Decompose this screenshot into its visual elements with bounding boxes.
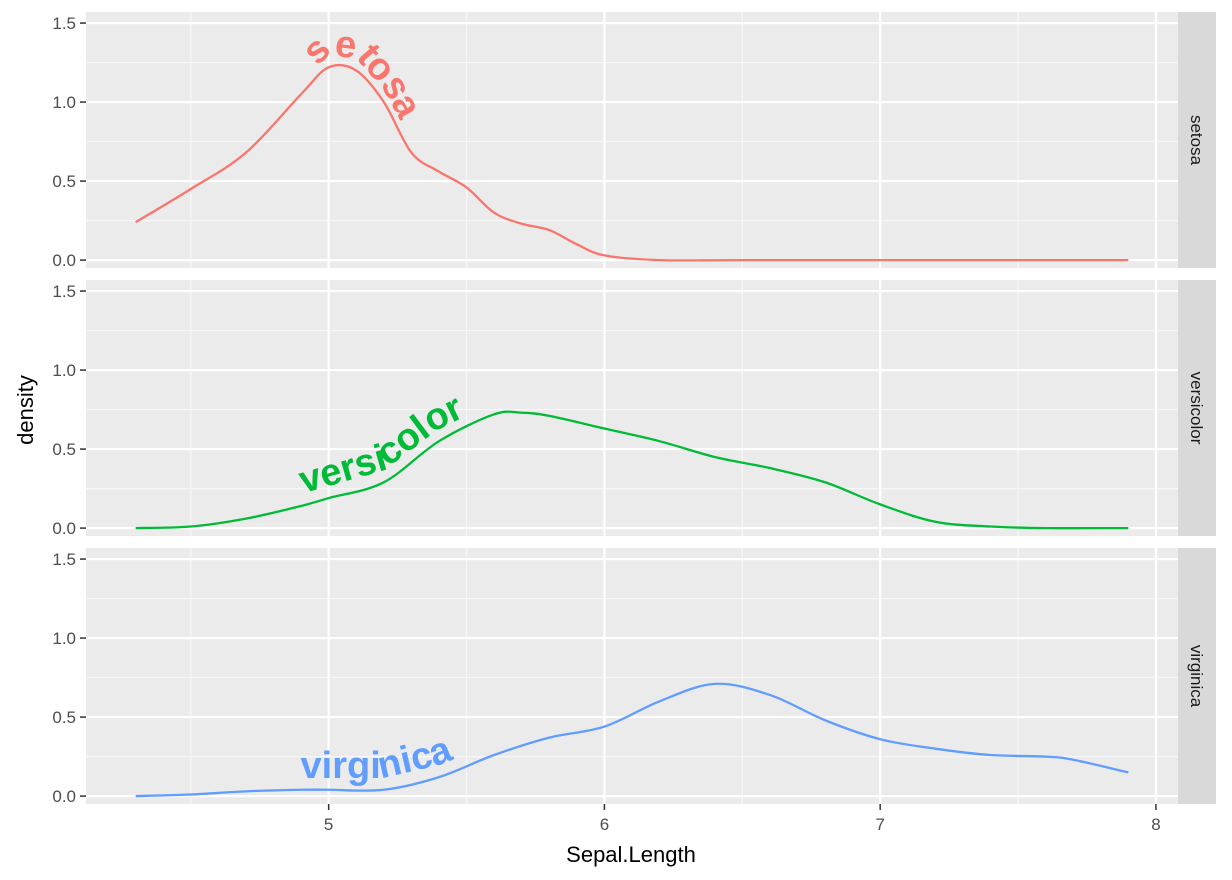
facet-strip (1178, 548, 1216, 804)
facet-strip-label: virginica (1187, 645, 1206, 708)
x-tick-label: 5 (324, 815, 333, 834)
panel-background (86, 548, 1178, 804)
facet-strip-label: versicolor (1187, 372, 1206, 445)
y-tick-label: 1.5 (52, 282, 76, 301)
y-tick-label: 1.0 (52, 93, 76, 112)
density-curve-versicolor (135, 410, 1129, 530)
x-tick-label: 7 (875, 815, 884, 834)
facet-strip (1178, 12, 1216, 268)
facet-strip-label: setosa (1187, 115, 1206, 166)
density-curve-virginica (135, 682, 1129, 798)
y-tick-label: 0.0 (52, 787, 76, 806)
density-curve-setosa (135, 63, 1129, 262)
panel-background (86, 12, 1178, 268)
y-axis-title: density (13, 375, 38, 445)
y-tick-label: 0.0 (52, 519, 76, 538)
x-tick-label: 6 (600, 815, 609, 834)
facet-strip (1178, 280, 1216, 536)
y-tick-label: 1.0 (52, 361, 76, 380)
panel-background (86, 280, 1178, 536)
y-tick-label: 1.5 (52, 550, 76, 569)
y-tick-label: 0.5 (52, 172, 76, 191)
y-tick-label: 1.5 (52, 14, 76, 33)
x-axis-title: Sepal.Length (566, 842, 696, 867)
y-tick-label: 1.0 (52, 629, 76, 648)
y-tick-label: 0.5 (52, 708, 76, 727)
x-tick-label: 8 (1151, 815, 1160, 834)
y-tick-label: 0.5 (52, 440, 76, 459)
y-tick-label: 0.0 (52, 251, 76, 270)
facet-panels: 0.00.51.01.5setosasetosa0.00.51.01.5vers… (52, 12, 1216, 834)
